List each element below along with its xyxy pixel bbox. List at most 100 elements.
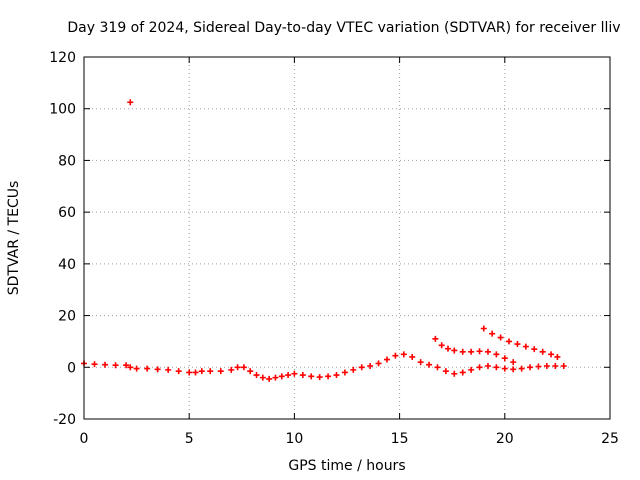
series-main	[81, 351, 567, 382]
data-point	[127, 99, 134, 106]
data-point	[459, 348, 466, 355]
data-point	[480, 325, 487, 332]
data-point	[535, 363, 542, 370]
data-point	[484, 348, 491, 355]
data-point	[240, 364, 247, 371]
data-point	[192, 369, 199, 376]
data-point	[207, 368, 214, 375]
data-point	[476, 348, 483, 355]
data-point	[383, 356, 390, 363]
data-point	[285, 372, 292, 379]
data-point	[514, 341, 521, 348]
grid	[84, 57, 610, 419]
data-point	[278, 373, 285, 380]
data-point	[175, 368, 182, 375]
data-point	[291, 370, 298, 377]
data-point	[112, 362, 119, 369]
data-point	[186, 369, 193, 376]
data-point	[367, 362, 374, 369]
data-point	[560, 362, 567, 369]
data-point	[543, 362, 550, 369]
data-point	[497, 334, 504, 341]
data-point	[489, 330, 496, 337]
y-tick-label: 60	[58, 205, 76, 221]
data-point	[552, 362, 559, 369]
data-point	[501, 355, 508, 362]
data-point	[506, 338, 513, 345]
data-point	[426, 361, 433, 368]
data-point	[548, 351, 555, 358]
data-point	[444, 345, 451, 352]
data-point	[476, 364, 483, 371]
data-point	[417, 359, 424, 366]
y-axis: -20 0 20 40 60 80 100 120	[49, 50, 610, 428]
data-point	[432, 335, 439, 342]
data-point	[253, 372, 260, 379]
x-axis: 0 5 10 15 20 25	[80, 57, 619, 447]
y-tick-label: -20	[53, 412, 76, 428]
data-point	[341, 369, 348, 376]
data-point	[438, 342, 445, 349]
data-point	[272, 374, 279, 381]
y-axis-label: SDTVAR / TECUs	[6, 181, 22, 296]
data-point	[493, 364, 500, 371]
x-tick-label: 0	[80, 431, 89, 447]
data-point	[531, 346, 538, 353]
data-point	[266, 375, 273, 382]
series-arc-b	[480, 325, 561, 360]
data-point	[127, 364, 134, 371]
data-point	[468, 348, 475, 355]
data-point	[510, 359, 517, 366]
data-point	[484, 362, 491, 369]
data-point	[217, 368, 224, 375]
data-point	[91, 361, 98, 368]
y-tick-label: 80	[58, 153, 76, 169]
data-point	[539, 348, 546, 355]
data-point	[375, 360, 382, 367]
data-point	[510, 366, 517, 373]
data-point	[123, 362, 130, 369]
data-point	[493, 351, 500, 358]
data-point	[434, 364, 441, 371]
x-tick-label: 20	[496, 431, 514, 447]
data-point	[501, 365, 508, 372]
data-point	[234, 364, 241, 371]
data-point	[316, 374, 323, 381]
data-point	[350, 366, 357, 373]
y-tick-label: 0	[67, 360, 76, 376]
data-point	[333, 372, 340, 379]
data-point	[133, 365, 140, 372]
y-tick-label: 120	[49, 50, 76, 66]
data-point	[522, 343, 529, 350]
data-point	[442, 368, 449, 375]
data-point	[325, 373, 332, 380]
x-axis-label: GPS time / hours	[288, 458, 405, 474]
y-tick-label: 100	[49, 102, 76, 118]
data-point	[165, 366, 172, 373]
data-point	[358, 364, 365, 371]
data-point	[451, 347, 458, 354]
x-tick-label: 10	[285, 431, 303, 447]
series-arc-a	[432, 335, 517, 366]
y-tick-label: 40	[58, 257, 76, 273]
data-point	[451, 370, 458, 377]
data-point	[409, 353, 416, 360]
data-point	[102, 361, 109, 368]
data-point	[228, 366, 235, 373]
data-point	[527, 364, 534, 371]
series-outlier	[127, 99, 134, 106]
x-tick-label: 5	[185, 431, 194, 447]
y-tick-label: 20	[58, 309, 76, 325]
x-tick-label: 15	[391, 431, 409, 447]
x-tick-label: 25	[601, 431, 619, 447]
data-point	[459, 369, 466, 376]
data-point	[259, 374, 266, 381]
data-point	[468, 366, 475, 373]
data-point	[198, 368, 205, 375]
data-point	[518, 365, 525, 372]
data-marks	[81, 99, 567, 382]
data-point	[144, 365, 151, 372]
data-point	[554, 353, 561, 360]
data-point	[154, 366, 161, 373]
data-point	[247, 368, 254, 375]
